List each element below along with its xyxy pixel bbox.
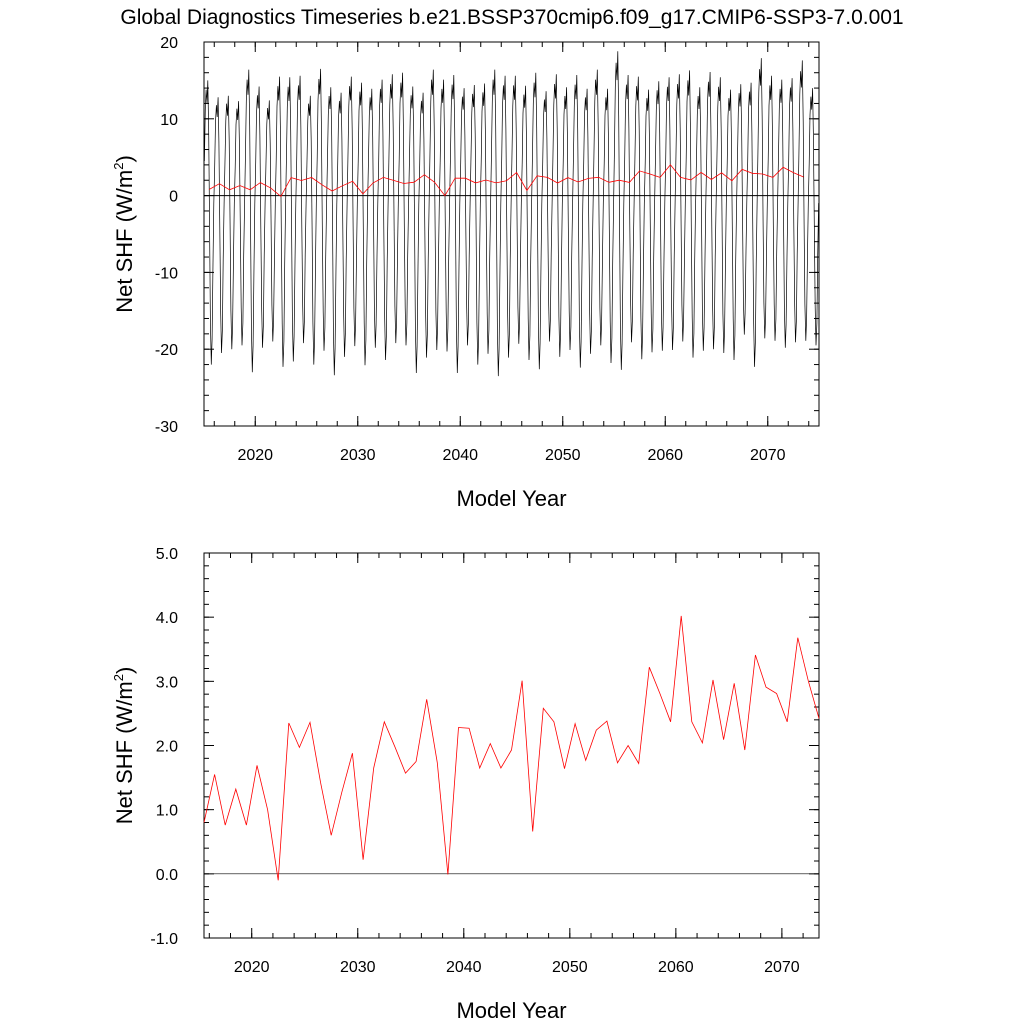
- y-tick-label: -30: [155, 419, 178, 436]
- monthly-series-line: [204, 51, 819, 377]
- y-tick-label: 3.0: [156, 674, 178, 691]
- x-tick-label: 2060: [647, 447, 683, 464]
- y-tick-label: 0.0: [156, 867, 178, 884]
- y-axis-label: Net SHF (W/m2): [111, 155, 137, 313]
- x-axis-label: Model Year: [456, 998, 566, 1023]
- x-tick-label: 2060: [658, 959, 694, 976]
- annual-series-line: [208, 164, 804, 198]
- x-tick-label: 2020: [234, 959, 270, 976]
- x-tick-label: 2050: [545, 447, 581, 464]
- annual-panel: -1.0 0.0 1.0 2.0 3.0 4.0 5.0 2020 2030 2040 2050 20…: [111, 546, 820, 1023]
- y-tick-label: 10: [160, 112, 178, 129]
- y-tick-label: 4.0: [156, 610, 178, 627]
- y-tick-label: 1.0: [156, 803, 178, 820]
- x-axis-label: Model Year: [456, 486, 566, 511]
- y-axis-label: Net SHF (W/m2): [111, 667, 137, 825]
- chart-title: Global Diagnostics Timeseries b.e21.BSSP…: [120, 6, 903, 29]
- x-tick-label: 2020: [237, 447, 273, 464]
- plot-frame: [203, 552, 820, 939]
- y-tick-label: 0: [169, 189, 178, 206]
- y-tick-label: 20: [160, 35, 178, 52]
- x-tick-label: 2030: [340, 959, 376, 976]
- x-tick-label: 2030: [340, 447, 376, 464]
- x-tick-label: 2070: [764, 959, 800, 976]
- y-tick-label: -1.0: [150, 931, 178, 948]
- y-tick-label: -10: [155, 265, 178, 282]
- annual-series-line: [203, 615, 820, 881]
- x-tick-label: 2040: [446, 959, 482, 976]
- x-tick-label: 2050: [552, 959, 588, 976]
- x-tick-label: 2040: [442, 447, 478, 464]
- y-tick-label: 2.0: [156, 739, 178, 756]
- y-tick-label: 5.0: [156, 546, 178, 563]
- x-tick-label: 2070: [750, 447, 786, 464]
- plot-frame: [203, 41, 820, 427]
- y-tick-label: -20: [155, 342, 178, 359]
